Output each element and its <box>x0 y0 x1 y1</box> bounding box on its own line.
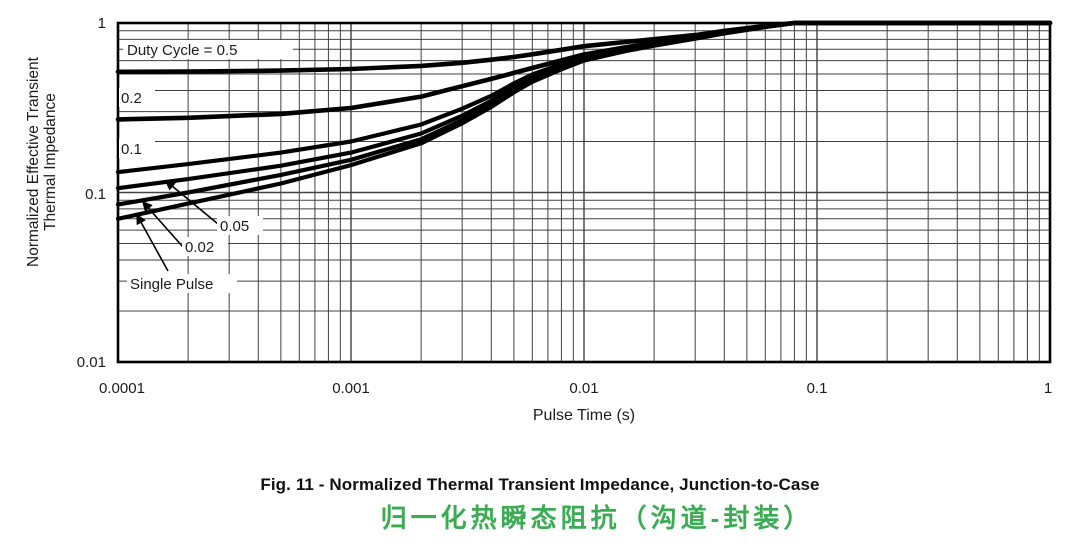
curve-label-text: 0.1 <box>121 141 142 158</box>
label-backing <box>123 40 293 59</box>
figure-caption-chinese: 归一化热瞬态阻抗（沟道-封装） <box>0 498 1080 535</box>
curve-label-duty-01: 0.1 <box>119 139 155 158</box>
curve-label-duty-05: Duty Cycle = 0.5 <box>123 40 293 59</box>
curve-label-text: Single Pulse <box>130 276 213 293</box>
curves-layer <box>115 20 1053 221</box>
curve-label-text: Duty Cycle = 0.5 <box>127 42 237 59</box>
grid-layer <box>117 23 1050 363</box>
curve-label-duty-02: 0.2 <box>119 88 155 107</box>
leader-duty-002 <box>141 200 184 248</box>
plot-frame <box>116 21 1052 364</box>
figure-caption-chinese-text: 归一化热瞬态阻抗（沟道-封装） <box>380 503 814 533</box>
x-tick-001: 0.01 <box>569 380 598 397</box>
figure-caption-english: Fig. 11 - Normalized Thermal Transient I… <box>260 475 820 494</box>
curve-label-text: 0.05 <box>220 218 249 235</box>
y-axis-title-line2: Thermal Impedance <box>42 93 59 231</box>
leader-single-pulse <box>136 213 169 272</box>
curve-label-duty-005: 0.05 <box>217 216 263 235</box>
label-backing <box>182 237 228 256</box>
x-axis-ticks: 0.0001 0.001 0.01 0.1 1 <box>99 380 1052 397</box>
x-tick-1: 1 <box>1044 380 1052 397</box>
curve-label-text: 0.02 <box>185 239 214 256</box>
x-tick-00001: 0.0001 <box>99 380 145 397</box>
curve-label-text: 0.2 <box>121 90 142 107</box>
label-backing <box>217 216 263 235</box>
label-backing <box>119 139 155 158</box>
y-axis-ticks: 1 0.1 0.01 <box>77 15 106 371</box>
y-tick-1: 1 <box>98 15 106 32</box>
curve-label-single-pulse: Single Pulse <box>127 274 237 293</box>
y-tick-001: 0.01 <box>77 354 106 371</box>
x-tick-0001: 0.001 <box>332 380 370 397</box>
x-tick-01: 0.1 <box>807 380 828 397</box>
curve-labels: Duty Cycle = 0.5 0.2 0.1 0.05 0.02 Singl… <box>119 40 293 293</box>
leader-arrows <box>136 180 219 272</box>
y-axis-title-line1: Normalized Effective Transient <box>25 56 42 267</box>
curve-single-pulse <box>115 20 1053 221</box>
leader-duty-005 <box>164 180 219 225</box>
label-backing <box>119 88 155 107</box>
y-axis-title: Normalized Effective Transient Thermal I… <box>25 56 59 267</box>
x-axis-title: Pulse Time (s) <box>533 407 635 424</box>
label-backing <box>127 274 237 293</box>
curve-label-duty-002: 0.02 <box>182 237 228 256</box>
impedance-chart: Duty Cycle = 0.5 0.2 0.1 0.05 0.02 Singl… <box>25 15 1053 424</box>
y-tick-01: 0.1 <box>85 186 106 203</box>
